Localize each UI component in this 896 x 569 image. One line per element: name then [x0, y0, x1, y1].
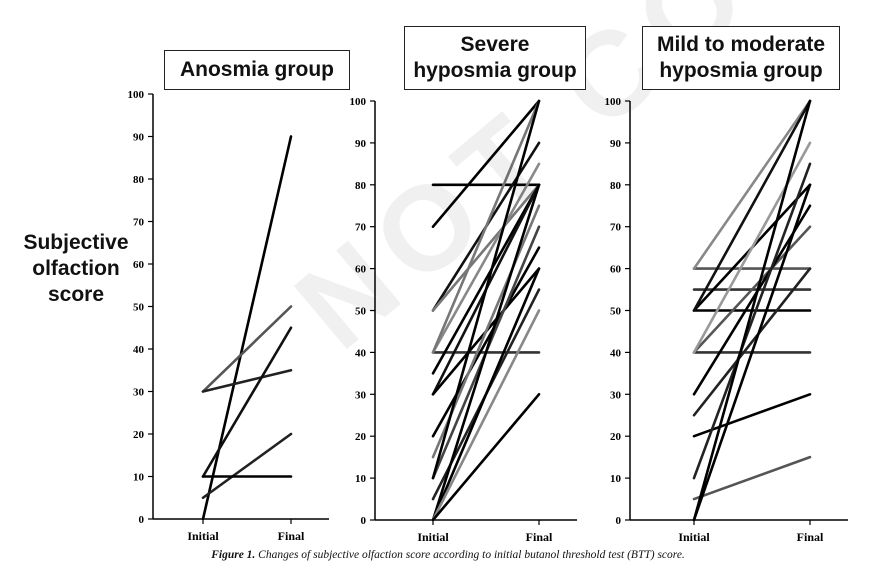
y-tick-label: 30 [610, 389, 622, 401]
y-tick-label: 50 [610, 306, 622, 318]
series-line [431, 246, 541, 438]
y-tick-label: 30 [133, 387, 145, 399]
series-line [201, 326, 293, 478]
y-tick-label: 40 [133, 344, 145, 356]
series-line [692, 162, 812, 480]
series-line [431, 183, 541, 312]
figure-caption: Figure 1. Changes of subjective olfactio… [0, 549, 896, 561]
x-tick-label: Final [278, 529, 305, 543]
panel-title-severe-hyposmia: Severe hyposmia group [404, 26, 586, 90]
series-line [692, 99, 812, 522]
y-tick-label: 100 [350, 96, 367, 108]
y-axis-title: Subjective olfaction score [8, 230, 144, 308]
series-line [431, 99, 541, 480]
series-line [431, 309, 541, 522]
x-tick-label: Final [526, 530, 553, 544]
x-tick-label: Final [797, 530, 824, 544]
y-tick-label: 90 [133, 132, 145, 144]
series-line [692, 183, 812, 522]
panel-title-line: hyposmia group [413, 59, 577, 82]
series-line [692, 99, 812, 270]
y-tick-label: 70 [133, 217, 145, 229]
series-line [431, 99, 541, 354]
y-tick-label: 10 [610, 473, 622, 485]
panel-title-line: Anosmia group [179, 58, 334, 81]
y-tick-label: 0 [139, 514, 145, 526]
panel-title-line: Mild to moderate [656, 33, 825, 56]
series-line [692, 141, 812, 354]
series-line [692, 99, 812, 312]
y-tick-label: 100 [605, 96, 622, 108]
x-tick-label: Initial [187, 529, 219, 543]
y-tick-label: 90 [355, 138, 367, 150]
y-tick-label: 50 [355, 306, 367, 318]
y-tick-label: 70 [355, 222, 367, 234]
caption-label: Figure 1. [211, 549, 256, 561]
series-line [431, 183, 541, 522]
y-tick-label: 100 [128, 89, 145, 101]
series-line [431, 162, 541, 354]
y-tick-label: 60 [355, 264, 367, 276]
series-line [201, 368, 293, 393]
y-tick-label: 60 [133, 259, 145, 271]
series-line [431, 267, 541, 522]
series-line [692, 267, 812, 417]
series-line [201, 135, 293, 521]
y-tick-label: 30 [355, 389, 367, 401]
y-tick-label: 90 [610, 138, 622, 150]
series-line [692, 455, 812, 501]
y-tick-label: 40 [355, 347, 367, 359]
y-axis-title-line-2: olfaction [32, 257, 120, 280]
y-tick-label: 70 [610, 222, 622, 234]
y-tick-label: 20 [133, 429, 145, 441]
series-line [431, 183, 541, 375]
y-tick-label: 20 [355, 431, 367, 443]
x-tick-label: Initial [678, 530, 710, 544]
series-line [431, 99, 541, 228]
y-tick-label: 80 [610, 180, 622, 192]
series-line [431, 392, 541, 522]
y-tick-label: 10 [133, 472, 145, 484]
y-tick-label: 50 [133, 302, 145, 314]
y-tick-label: 20 [610, 431, 622, 443]
series-line [201, 305, 293, 393]
y-tick-label: 40 [610, 347, 622, 359]
panel-title-line: Severe [460, 33, 530, 56]
y-tick-label: 80 [133, 174, 145, 186]
y-tick-label: 0 [361, 515, 367, 527]
series-line [692, 225, 812, 354]
y-axis-title-line-1: Subjective [23, 231, 129, 254]
y-axis-title-line-3: score [47, 283, 105, 306]
y-tick-label: 60 [610, 264, 622, 276]
panel-title-anosmia: Anosmia group [164, 50, 350, 90]
y-tick-label: 0 [616, 515, 622, 527]
panel-title-mild-moderate-hyposmia: Mild to moderate hyposmia group [642, 26, 840, 90]
panel-title-line: hyposmia group [659, 59, 823, 82]
caption-text: Changes of subjective olfaction score ac… [258, 549, 685, 561]
y-tick-label: 10 [355, 473, 367, 485]
series-line [201, 432, 293, 500]
x-tick-label: Initial [417, 530, 449, 544]
y-tick-label: 80 [355, 180, 367, 192]
